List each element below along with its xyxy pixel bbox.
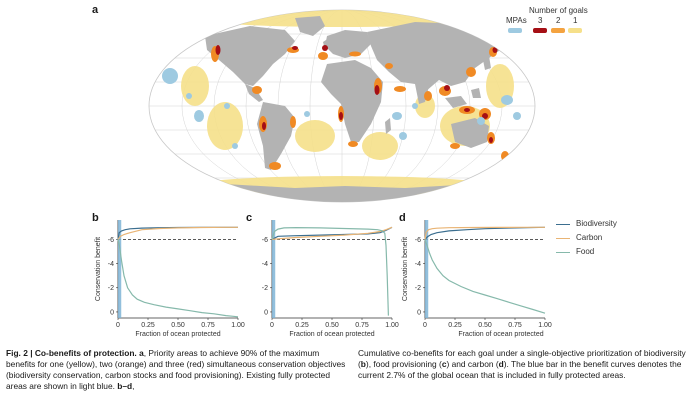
y-tick-label: -6 (415, 237, 421, 244)
legend-label-mpas: MPAs (506, 16, 527, 25)
x-tick-label: 1.00 (538, 322, 552, 329)
mpa-bar (118, 220, 122, 318)
series-line-biodiversity (117, 226, 238, 240)
caption-left-end: , (132, 381, 135, 391)
series-line-food (117, 239, 239, 318)
legend-carbon: Carbon (576, 233, 603, 242)
x-tick-label: 1.00 (231, 322, 245, 329)
x-tick-label: 0.75 (508, 322, 522, 329)
series-line-carbon (271, 226, 393, 240)
x-tick-label: 0 (270, 322, 274, 329)
caption-right-4: ). The blue bar in the benefit curves de… (358, 359, 682, 380)
caption-fig-label: Fig. 2 | Co-benefits of protection. a (6, 348, 144, 358)
y-tick-label: -6 (108, 237, 114, 244)
legend-food: Food (576, 247, 595, 256)
x-axis-label: Fraction of ocean protected (289, 331, 374, 338)
caption-right-b: b (360, 359, 366, 369)
x-tick-label: 0 (423, 322, 427, 329)
chart-b: 0 -2 -4 -6 0 0.25 0.50 0.75 1.00 Fraction of ocea… (95, 220, 245, 338)
y-tick-label: -2 (262, 285, 268, 292)
caption-right-1: Cumulative co-benefits for each goal und… (358, 348, 686, 369)
x-tick-label: 0 (116, 322, 120, 329)
chart-c: 0 -2 -4 -6 0 0.25 0.50 0.75 1.00 Fraction of ocea… (262, 220, 399, 338)
caption-left: Fig. 2 | Co-benefits of protection. a, P… (6, 348, 346, 392)
x-tick-label: 0.25 (448, 322, 462, 329)
y-tick-label: -4 (415, 261, 421, 268)
panel-letter-c: c (246, 212, 253, 224)
world-map (148, 9, 536, 203)
legend-biodiversity: Biodiversity (576, 219, 617, 228)
y-tick-label: -2 (108, 285, 114, 292)
caption-right-3: ) and carbon ( (446, 359, 499, 369)
legend-line-food (556, 252, 570, 253)
legend-line-biodiversity (556, 224, 570, 225)
panel-letter-a: a (92, 4, 99, 16)
y-axis-label: Conservation benefit (95, 237, 102, 301)
series-line-carbon (424, 226, 545, 240)
x-tick-label: 0.50 (325, 322, 339, 329)
y-tick-label: 0 (264, 309, 268, 316)
x-tick-label: 0.75 (201, 322, 215, 329)
mpa-bar (425, 220, 429, 318)
legend-swatch-2 (551, 28, 565, 33)
legend-swatch-mpas (508, 28, 522, 33)
y-tick-label: -6 (262, 237, 268, 244)
legend-line-carbon (556, 238, 570, 239)
legend-label-3: 3 (538, 16, 543, 25)
y-axis-label: Conservation benefit (402, 237, 409, 301)
legend-swatch-3 (533, 28, 547, 33)
caption-bd: b–d (117, 381, 133, 391)
map-legend-title: Number of goals (529, 6, 588, 15)
caption-right-c: c (441, 359, 447, 369)
panel-letter-b: b (92, 212, 99, 224)
series-line-biodiversity (424, 226, 546, 240)
y-tick-label: 0 (417, 309, 421, 316)
x-tick-label: 1.00 (385, 322, 399, 329)
x-tick-label: 0.25 (295, 322, 309, 329)
x-tick-label: 0.75 (355, 322, 369, 329)
map-legend: MPAs 3 2 1 (506, 16, 626, 40)
mpa-bar (272, 220, 276, 318)
map-goal3-areas (215, 45, 498, 143)
legend-swatch-1 (568, 28, 582, 33)
series-line-carbon (117, 226, 238, 240)
caption-left-text: , Priority areas to achieve 90% of the m… (6, 348, 346, 391)
series-line-food (424, 239, 546, 314)
map-mpa-areas (162, 68, 521, 149)
legend-label-1: 1 (573, 16, 578, 25)
chart-legend: Biodiversity Carbon Food (556, 218, 656, 262)
legend-label-2: 2 (556, 16, 561, 25)
x-axis-label: Fraction of ocean protected (135, 331, 220, 338)
x-tick-label: 0.50 (478, 322, 492, 329)
y-tick-label: -2 (415, 285, 421, 292)
series-line-food (271, 226, 389, 316)
caption-right-d: d (498, 359, 504, 369)
x-tick-label: 0.25 (141, 322, 155, 329)
caption-right: Cumulative co-benefits for each goal und… (358, 348, 696, 381)
x-tick-label: 0.50 (171, 322, 185, 329)
y-tick-label: -4 (108, 261, 114, 268)
y-tick-label: -4 (262, 261, 268, 268)
x-axis-label: Fraction of ocean protected (458, 331, 543, 338)
chart-d: 0 -2 -4 -6 0 0.25 0.50 0.75 1.00 Fraction of ocea… (402, 220, 552, 338)
panel-letter-d: d (399, 212, 406, 224)
caption-right-2: ), food provisioning ( (365, 359, 442, 369)
y-tick-label: 0 (110, 309, 114, 316)
